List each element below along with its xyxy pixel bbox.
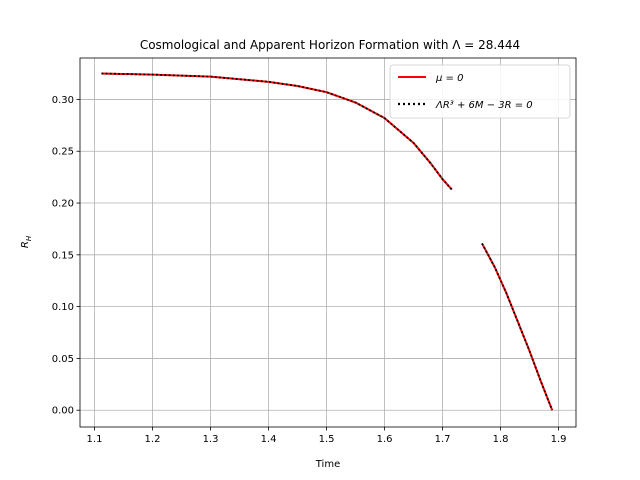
x-tick-label: 1.5 [319,434,335,445]
y-tick-label: 0.10 [52,302,74,313]
x-tick-label: 1.7 [435,434,451,445]
y-tick-label: 0.05 [52,354,74,365]
legend-label-mu0: μ = 0 [435,73,463,84]
legend: μ = 0 ΛR³ + 6M − 3R = 0 [389,64,571,119]
x-tick-label: 1.1 [87,434,103,445]
x-tick-label: 1.9 [551,434,567,445]
legend-label-equation: ΛR³ + 6M − 3R = 0 [435,100,533,111]
plot-frame [79,57,577,428]
x-tick-label: 1.8 [493,434,509,445]
x-tick-label: 1.2 [145,434,161,445]
y-axis-label-main: R [20,241,31,248]
y-tick-label: 0.25 [52,147,74,158]
legend-box [389,64,571,119]
series-1-segment-0 [101,72,453,191]
y-tick-label: 0.30 [52,95,74,106]
y-axis-label: RH [20,235,33,248]
chart-title: Cosmological and Apparent Horizon Format… [140,38,520,52]
y-tick-label: 0.20 [52,199,74,210]
y-tick-label: 0.15 [52,250,74,261]
y-axis: 0.00 0.05 0.10 0.15 0.20 0.25 0.30 [52,95,80,417]
series-layer [101,72,554,411]
y-tick-label: 0.00 [52,406,74,417]
x-tick-label: 1.4 [261,434,277,445]
x-axis: 1.1 1.2 1.3 1.4 1.5 1.6 1.7 1.8 1.9 [87,427,567,445]
x-tick-label: 1.3 [203,434,219,445]
series-0-segment-1 [481,242,554,411]
y-axis-label-sub: H [25,235,33,241]
x-axis-label: Time [315,459,340,470]
plot-area [80,58,576,427]
x-tick-label: 1.6 [377,434,393,445]
